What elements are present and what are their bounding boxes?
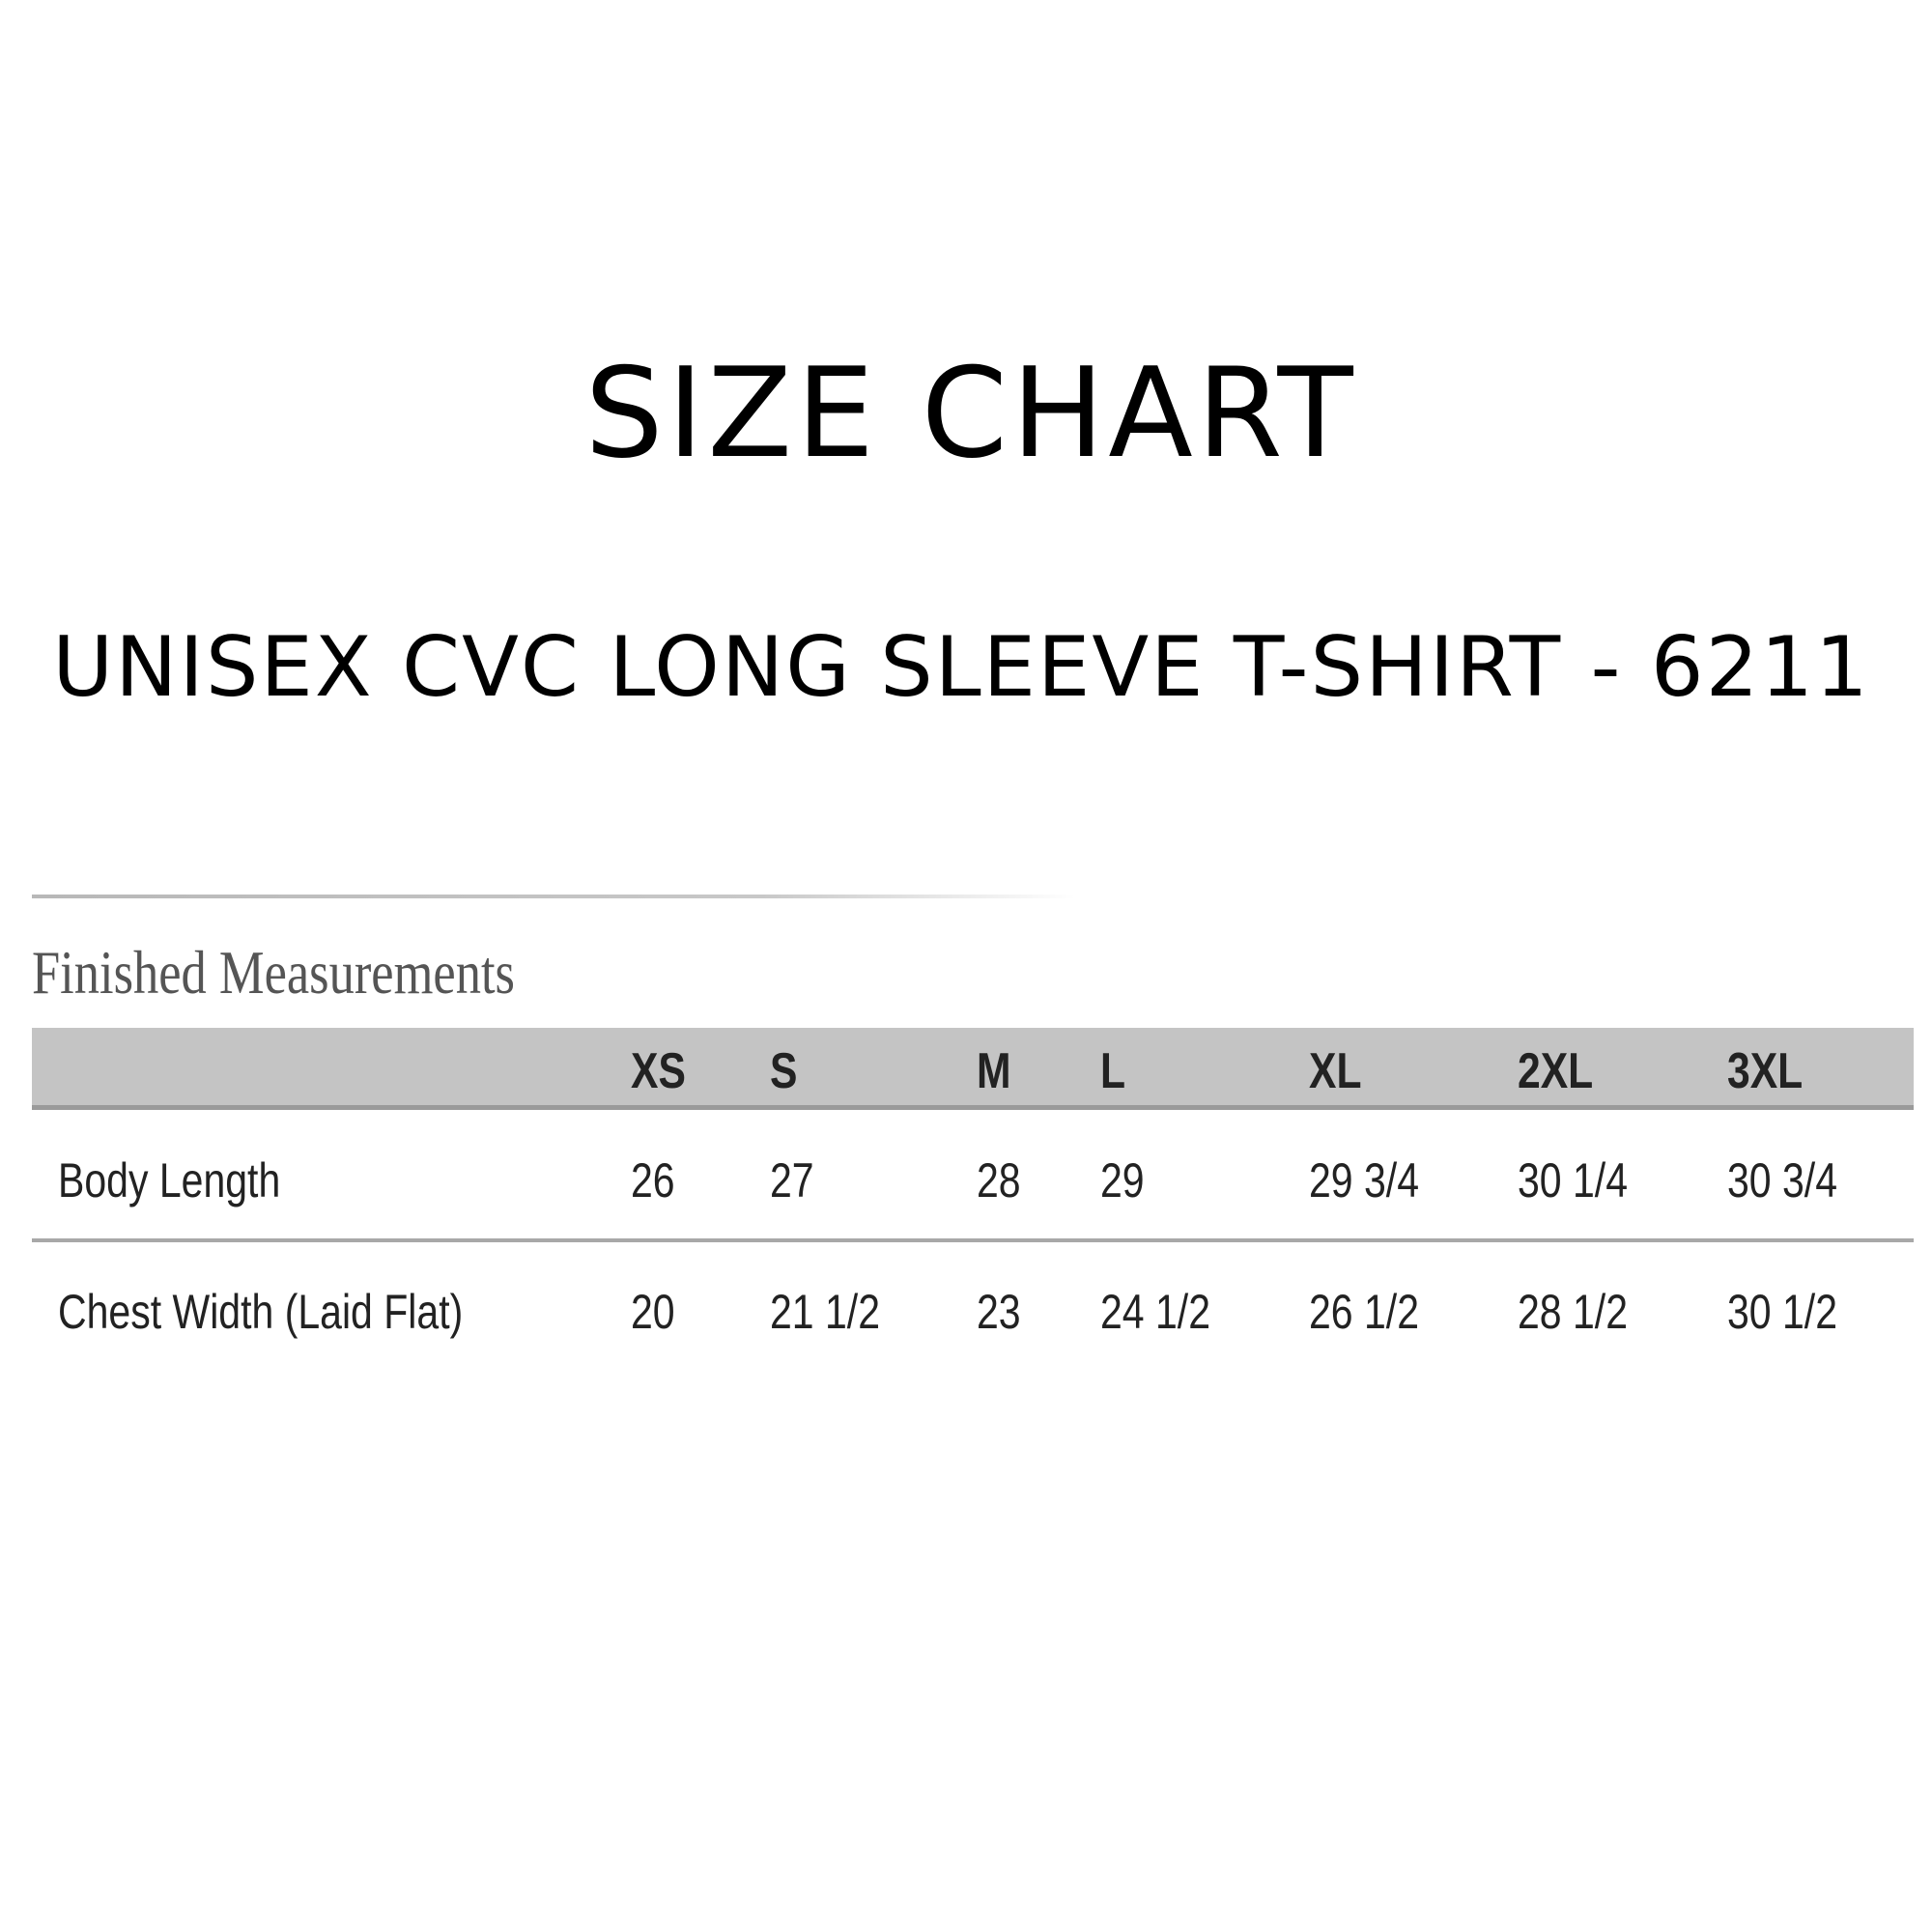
row-label: Body Length [58, 1153, 281, 1208]
table-cell: 20 [631, 1285, 675, 1339]
table-cell: 23 [977, 1285, 1021, 1339]
column-header: 3XL [1727, 1043, 1804, 1099]
column-header: XS [631, 1043, 686, 1099]
table-cell: 30 1/2 [1727, 1285, 1837, 1339]
table-cell: 29 3/4 [1309, 1153, 1419, 1208]
page-title: SIZE CHART [584, 342, 1357, 486]
column-header: L [1100, 1043, 1126, 1099]
column-header: S [770, 1043, 798, 1099]
table-cell: 28 1/2 [1518, 1285, 1628, 1339]
table-cell: 27 [770, 1153, 814, 1208]
table-cell: 30 1/4 [1518, 1153, 1628, 1208]
table-cell: 30 3/4 [1727, 1153, 1837, 1208]
table-cell: 24 1/2 [1100, 1285, 1210, 1339]
table-cell: 26 [631, 1153, 675, 1208]
row-divider [32, 1238, 1914, 1242]
section-title: Finished Measurements [32, 938, 515, 1007]
column-header: 2XL [1518, 1043, 1594, 1099]
table-header-band [32, 1028, 1914, 1110]
table-cell: 28 [977, 1153, 1021, 1208]
column-header: M [977, 1043, 1011, 1099]
product-subtitle: UNISEX CVC LONG SLEEVE T-SHIRT - 6211 [52, 619, 1870, 716]
column-header: XL [1309, 1043, 1362, 1099]
row-label: Chest Width (Laid Flat) [58, 1285, 464, 1339]
table-cell: 21 1/2 [770, 1285, 880, 1339]
table-cell: 26 1/2 [1309, 1285, 1419, 1339]
table-cell: 29 [1100, 1153, 1145, 1208]
divider [32, 895, 1075, 898]
